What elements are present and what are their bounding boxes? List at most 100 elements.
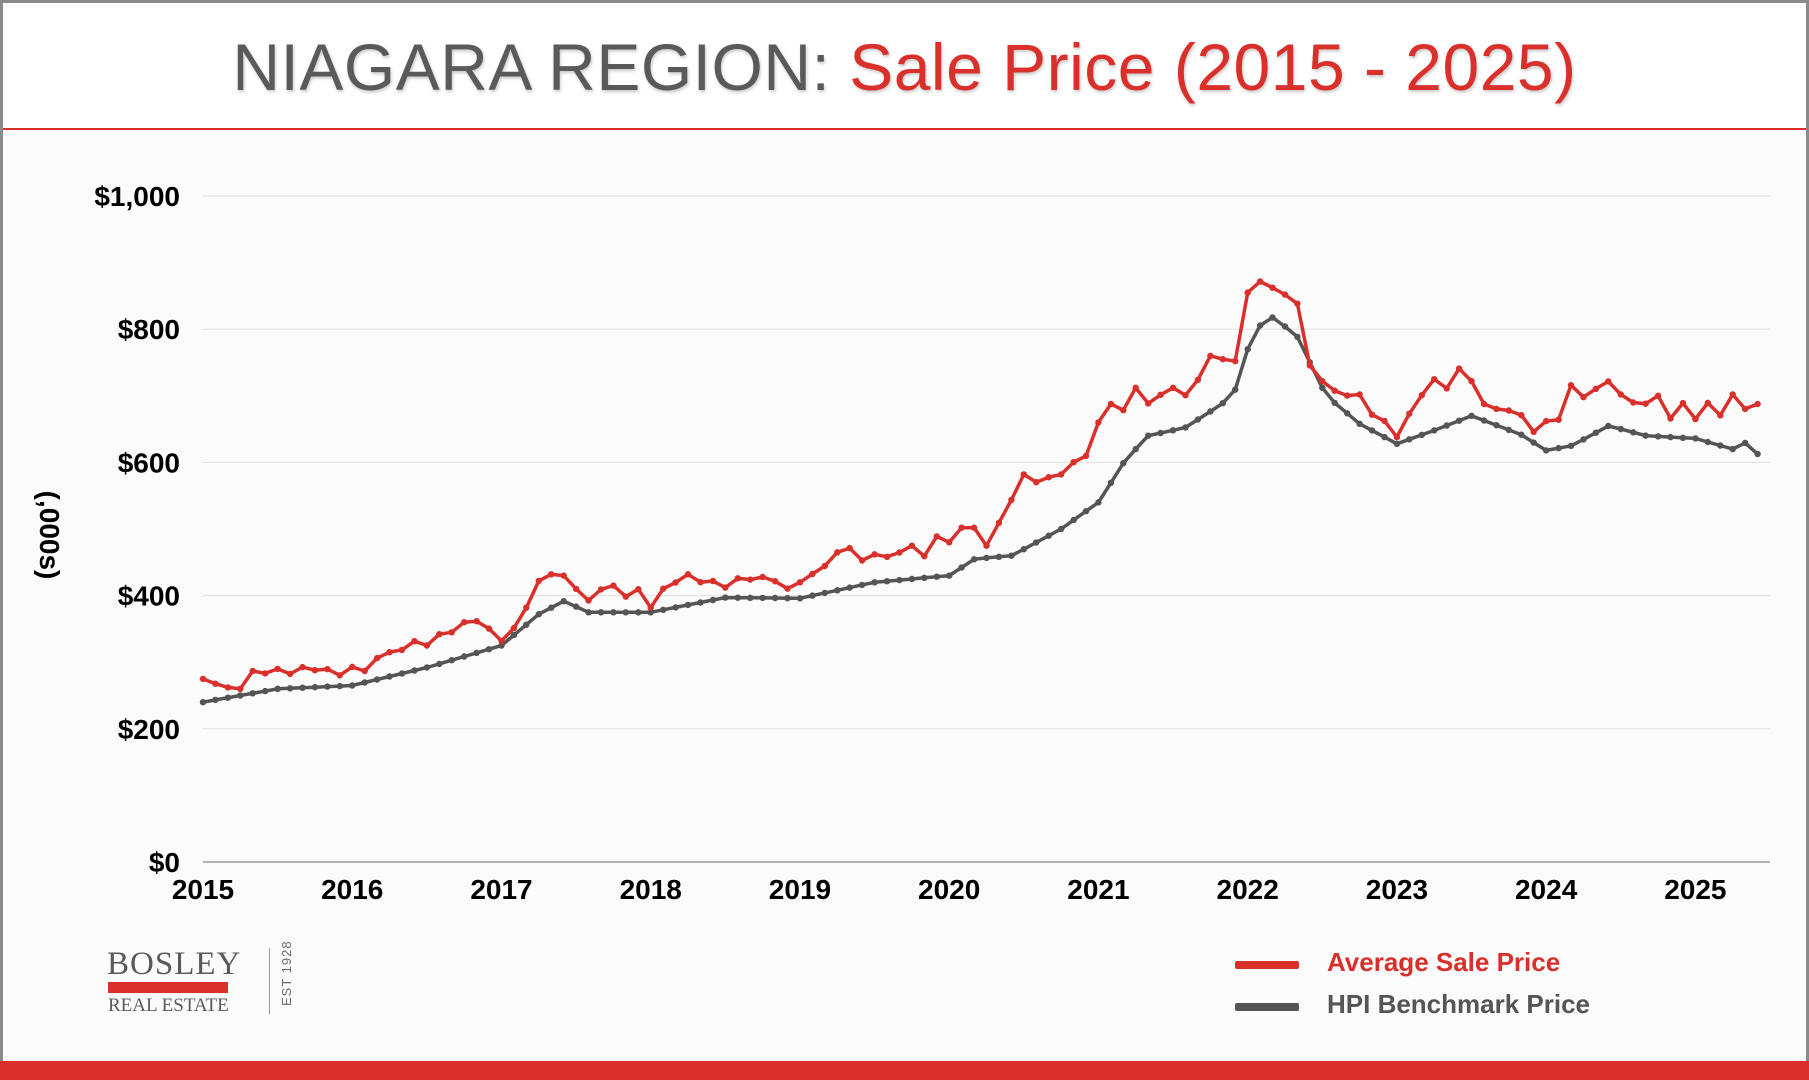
data-point-hpi-benchmark-price [249, 690, 256, 697]
data-point-average-sale-price [697, 579, 704, 586]
data-point-hpi-benchmark-price [498, 642, 505, 649]
x-tick-label: 2022 [1217, 874, 1279, 905]
data-point-hpi-benchmark-price [535, 611, 542, 618]
data-point-hpi-benchmark-price [1356, 420, 1363, 427]
data-point-hpi-benchmark-price [548, 604, 555, 611]
data-point-hpi-benchmark-price [846, 584, 853, 591]
data-point-average-sale-price [1431, 376, 1438, 383]
data-point-average-sale-price [1530, 428, 1537, 435]
data-point-hpi-benchmark-price [473, 649, 480, 657]
data-point-average-sale-price [461, 619, 468, 626]
data-point-hpi-benchmark-price [1107, 479, 1115, 486]
data-point-hpi-benchmark-price [1518, 431, 1525, 438]
data-point-average-sale-price [1132, 384, 1139, 391]
data-point-hpi-benchmark-price [1393, 440, 1401, 447]
y-tick-label: $1,000 [94, 181, 180, 212]
data-point-average-sale-price [1580, 393, 1587, 401]
data-point-average-sale-price [1020, 471, 1027, 478]
data-point-average-sale-price [560, 572, 567, 579]
data-point-hpi-benchmark-price [224, 694, 232, 701]
logo-separator [269, 948, 270, 1014]
title-bar: NIAGARA REGION: Sale Price (2015 - 2025) [3, 3, 1806, 130]
data-point-hpi-benchmark-price [1344, 410, 1351, 417]
data-point-average-sale-price [1057, 471, 1065, 478]
data-point-average-sale-price [423, 642, 431, 649]
data-point-hpi-benchmark-price [821, 589, 828, 597]
data-point-average-sale-price [1294, 300, 1301, 307]
data-point-average-sale-price [1157, 391, 1164, 398]
data-point-average-sale-price [448, 629, 455, 636]
data-point-average-sale-price [622, 593, 629, 600]
data-point-hpi-benchmark-price [448, 657, 455, 664]
data-point-average-sale-price [1704, 399, 1712, 407]
data-point-hpi-benchmark-price [1704, 438, 1712, 446]
data-point-average-sale-price [572, 585, 580, 593]
legend-label-hpi: HPI Benchmark Price [1327, 989, 1591, 1019]
data-point-average-sale-price [523, 604, 530, 611]
data-point-hpi-benchmark-price [461, 653, 468, 660]
data-point-average-sale-price [1729, 391, 1736, 398]
data-point-hpi-benchmark-price [1530, 439, 1537, 446]
data-point-hpi-benchmark-price [1468, 412, 1475, 419]
data-point-average-sale-price [1443, 385, 1450, 392]
data-point-hpi-benchmark-price [299, 684, 306, 691]
data-point-average-sale-price [809, 570, 816, 578]
data-point-average-sale-price [846, 544, 853, 552]
data-point-hpi-benchmark-price [1132, 445, 1139, 453]
data-point-hpi-benchmark-price [1219, 400, 1227, 407]
data-point-hpi-benchmark-price [1617, 425, 1625, 433]
data-point-average-sale-price [1592, 385, 1600, 392]
data-point-average-sale-price [199, 675, 207, 683]
data-point-hpi-benchmark-price [1717, 442, 1724, 449]
data-point-hpi-benchmark-price [585, 609, 592, 616]
data-point-hpi-benchmark-price [1493, 422, 1500, 429]
data-point-hpi-benchmark-price [373, 676, 381, 683]
data-point-average-sale-price [349, 663, 356, 671]
data-point-average-sale-price [946, 539, 953, 546]
data-point-average-sale-price [821, 562, 828, 570]
data-point-hpi-benchmark-price [386, 673, 393, 680]
logo-sub: REAL ESTATE [108, 995, 229, 1016]
data-point-hpi-benchmark-price [1294, 333, 1301, 341]
data-point-average-sale-price [1393, 433, 1401, 441]
data-point-hpi-benchmark-price [834, 587, 841, 594]
data-point-average-sale-price [1468, 377, 1475, 385]
data-point-hpi-benchmark-price [212, 696, 219, 704]
data-point-average-sale-price [1605, 378, 1612, 385]
data-point-hpi-benchmark-price [1605, 422, 1612, 430]
data-point-average-sale-price [883, 553, 891, 560]
y-axis-label: (,000s) [34, 491, 65, 580]
data-point-hpi-benchmark-price [796, 595, 804, 602]
data-point-average-sale-price [1518, 411, 1525, 419]
data-point-average-sale-price [311, 667, 319, 674]
data-point-average-sale-price [1145, 400, 1152, 407]
page-title: NIAGARA REGION: Sale Price (2015 - 2025) [3, 27, 1806, 107]
data-point-average-sale-price [1319, 377, 1326, 385]
data-point-hpi-benchmark-price [1630, 429, 1637, 436]
data-point-hpi-benchmark-price [1729, 445, 1736, 453]
data-point-average-sale-price [610, 582, 617, 589]
data-point-average-sale-price [237, 685, 244, 692]
data-point-hpi-benchmark-price [274, 685, 281, 692]
data-point-hpi-benchmark-price [523, 621, 530, 628]
y-tick-label: $200 [118, 714, 180, 745]
axes: $0 $200 $400 $600 $800 $1,000 2015 2016 2017 2018… [94, 181, 1726, 905]
data-point-average-sale-price [299, 663, 306, 671]
data-point-average-sale-price [1717, 412, 1724, 419]
data-point-hpi-benchmark-price [1082, 508, 1090, 515]
data-point-average-sale-price [1232, 357, 1239, 365]
data-point-hpi-benchmark-price [1667, 433, 1674, 441]
data-point-average-sale-price [933, 533, 940, 540]
data-point-hpi-benchmark-price [1567, 442, 1575, 449]
data-point-hpi-benchmark-price [1319, 384, 1326, 391]
logo-bar [108, 982, 228, 993]
data-point-average-sale-price [722, 584, 729, 591]
data-point-average-sale-price [1455, 365, 1463, 372]
data-point-average-sale-price [759, 573, 766, 581]
data-point-hpi-benchmark-price [560, 598, 567, 605]
x-tick-label: 2017 [470, 874, 532, 905]
legend-label-average: Average Sale Price [1327, 947, 1561, 977]
data-point-hpi-benchmark-price [1480, 417, 1488, 424]
data-point-average-sale-price [324, 665, 331, 673]
